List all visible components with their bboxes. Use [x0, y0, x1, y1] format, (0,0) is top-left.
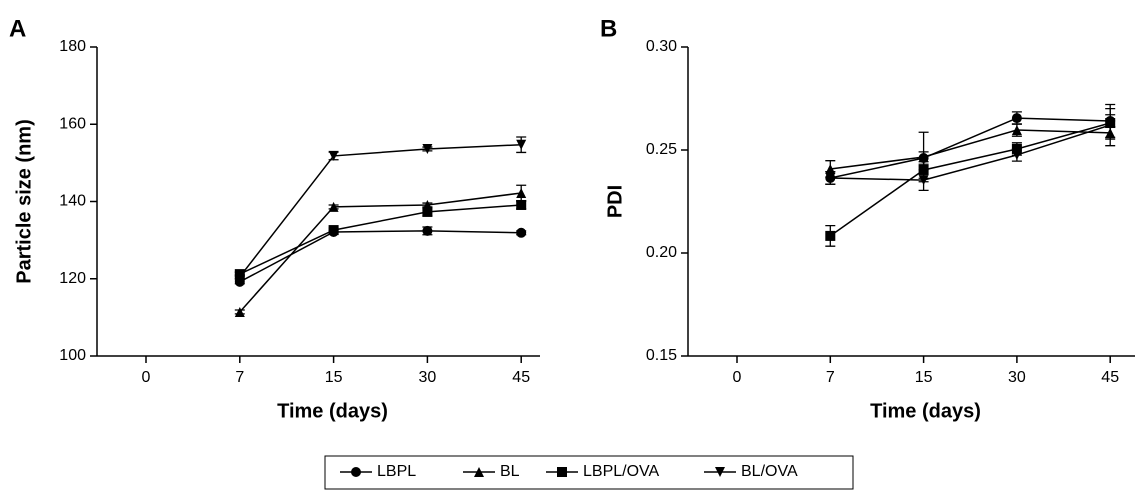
series-line	[239, 204, 522, 275]
legend-label: LBPL/OVA	[583, 463, 660, 480]
data-point	[516, 199, 527, 210]
data-point	[422, 143, 433, 154]
series-line	[239, 230, 522, 283]
series-line	[829, 122, 1111, 237]
legend-label: BL/OVA	[741, 463, 798, 480]
series-line	[830, 117, 1111, 179]
data-point	[328, 201, 339, 212]
x-axis-title: Time (days)	[277, 400, 388, 422]
y-tick-label: 160	[59, 115, 86, 132]
y-tick-label: 0.30	[646, 38, 677, 55]
y-tick-label: 0.15	[646, 347, 677, 364]
x-tick-label: 45	[512, 369, 530, 386]
data-point	[516, 227, 527, 238]
panel-label: B	[600, 15, 617, 42]
legend-marker	[474, 467, 484, 477]
legend-marker	[715, 467, 725, 477]
data-point	[234, 271, 245, 282]
y-axis-title: PDI	[604, 185, 626, 218]
x-tick-label: 30	[1008, 369, 1026, 386]
x-tick-label: 45	[1101, 369, 1119, 386]
data-point	[422, 206, 433, 217]
data-point	[1105, 120, 1116, 131]
data-point	[918, 152, 929, 163]
data-point	[918, 175, 929, 186]
y-tick-label: 180	[59, 38, 86, 55]
y-tick-label: 100	[59, 347, 86, 364]
y-tick-label: 0.20	[646, 244, 677, 261]
x-tick-label: 0	[142, 369, 151, 386]
data-point	[825, 230, 836, 241]
y-tick-label: 0.25	[646, 141, 677, 158]
x-tick-label: 30	[419, 369, 437, 386]
data-point	[328, 150, 339, 161]
series-line	[239, 192, 522, 313]
x-tick-label: 15	[915, 369, 933, 386]
series-line	[830, 124, 1111, 181]
x-tick-label: 0	[733, 369, 742, 386]
x-axis-title: Time (days)	[870, 400, 981, 422]
x-tick-label: 15	[325, 369, 343, 386]
x-tick-label: 7	[826, 369, 835, 386]
series-line	[830, 129, 1111, 170]
data-point	[1011, 125, 1022, 136]
legend-label: BL	[500, 463, 520, 480]
y-axis-title: Particle size (nm)	[13, 119, 35, 284]
data-point	[516, 139, 527, 150]
legend-marker	[351, 467, 361, 477]
y-tick-label: 140	[59, 193, 86, 210]
legend-marker	[557, 467, 567, 477]
data-point	[516, 188, 527, 199]
series-line	[239, 143, 522, 278]
x-tick-label: 7	[235, 369, 244, 386]
data-point	[825, 173, 836, 184]
y-tick-label: 120	[59, 270, 86, 287]
legend-box	[324, 455, 854, 490]
data-point	[1011, 149, 1022, 160]
data-point	[1011, 113, 1022, 124]
data-point	[328, 225, 339, 236]
data-point	[234, 306, 245, 317]
data-point	[422, 225, 433, 236]
panel-label: A	[9, 15, 26, 42]
legend-label: LBPL	[377, 463, 416, 480]
